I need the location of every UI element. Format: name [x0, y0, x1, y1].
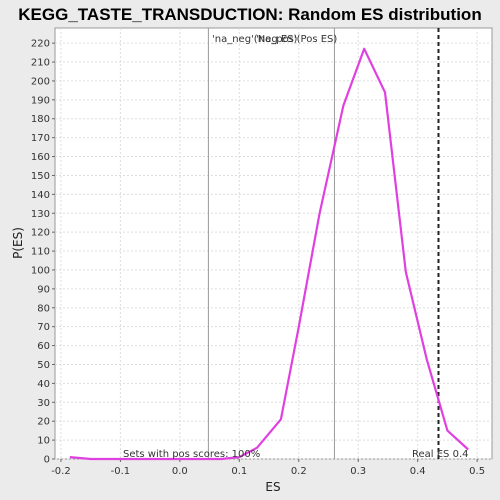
y-tick-label: 190 — [31, 95, 50, 106]
y-tick-label: 80 — [37, 303, 50, 314]
y-tick-label: 170 — [31, 133, 50, 144]
x-axis-label: ES — [265, 480, 280, 494]
y-tick-label: 30 — [37, 398, 50, 409]
neg-es-label: 'na_neg'(Neg ES) — [212, 34, 298, 45]
y-tick-label: 100 — [31, 265, 50, 276]
x-tick-label: -0.2 — [51, 466, 71, 477]
series-layer — [69, 47, 469, 461]
chart-title: KEGG_TASTE_TRANSDUCTION: Random ES distr… — [18, 5, 481, 24]
y-tick-label: 210 — [31, 58, 50, 69]
y-tick-label: 180 — [31, 114, 50, 125]
x-tick-label: 0.0 — [172, 466, 188, 477]
x-tick-label: 0.1 — [231, 466, 247, 477]
x-tick-label: 0.3 — [350, 466, 366, 477]
x-tick-label: 0.5 — [469, 466, 485, 477]
y-tick-label: 130 — [31, 209, 50, 220]
y-tick-label: 40 — [37, 379, 50, 390]
es-distribution-line — [69, 47, 469, 461]
y-axis-label: P(ES) — [11, 227, 25, 259]
y-tick-label: 90 — [37, 284, 50, 295]
y-tick-label: 140 — [31, 190, 50, 201]
pos-scores-footer: Sets with pos scores: 100% — [123, 449, 260, 460]
y-tick-label: 20 — [37, 417, 50, 428]
marker-lines — [207, 28, 440, 459]
y-tick-label: 10 — [37, 436, 50, 447]
x-tick-label: 0.2 — [291, 466, 307, 477]
real-es-label: Real ES 0.4 — [412, 449, 468, 460]
y-tick-label: 120 — [31, 228, 50, 239]
y-tick-label: 200 — [31, 76, 50, 87]
y-tick-label: 0 — [44, 455, 50, 466]
axis-ticks: 0 10 20 30 40 50 60 70 80 90 100 110 120 130 140 150 160… — [31, 39, 485, 477]
y-tick-label: 50 — [37, 360, 50, 371]
x-tick-label: -0.1 — [111, 466, 131, 477]
y-tick-label: 220 — [31, 39, 50, 50]
x-tick-label: 0.4 — [410, 466, 426, 477]
y-tick-label: 110 — [31, 247, 50, 258]
y-tick-label: 70 — [37, 322, 50, 333]
pos-es-label: 'na_pos'(Pos ES) — [256, 34, 337, 45]
y-tick-label: 160 — [31, 152, 50, 163]
y-tick-label: 150 — [31, 171, 50, 182]
y-tick-label: 60 — [37, 341, 50, 352]
